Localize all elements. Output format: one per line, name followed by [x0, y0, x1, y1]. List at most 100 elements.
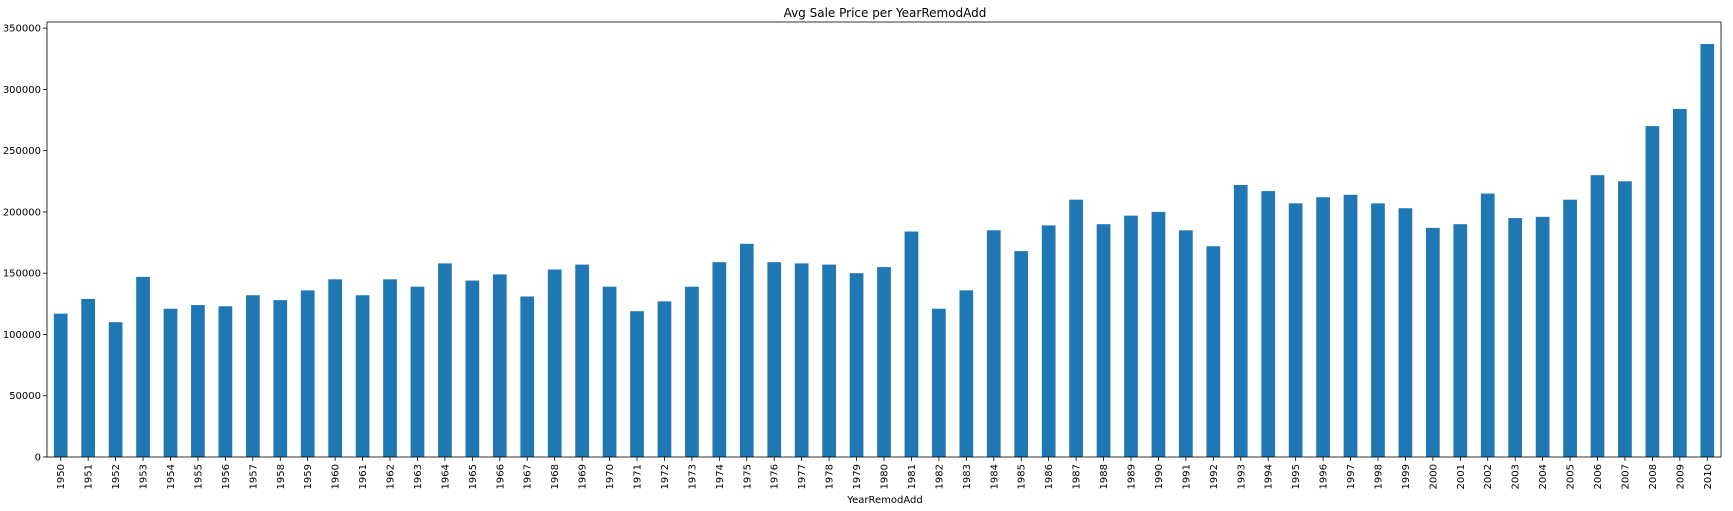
bar-1959 — [300, 290, 315, 457]
x-tick-label: 1994 — [1264, 464, 1275, 489]
y-tick-label: 150000 — [3, 269, 41, 280]
bar-2005 — [1563, 199, 1577, 457]
bar-1991 — [1179, 230, 1193, 457]
x-tick-label: 1991 — [1181, 464, 1192, 489]
bar-1975 — [739, 243, 754, 457]
bar-1953 — [136, 276, 150, 457]
y-tick-label: 300000 — [3, 85, 41, 96]
x-tick-label: 1963 — [413, 464, 424, 489]
x-tick-label: 1995 — [1291, 464, 1302, 489]
x-tick-label: 2003 — [1511, 464, 1522, 489]
bar-1986 — [1041, 225, 1056, 457]
bar-1971 — [630, 311, 644, 457]
bar-2007 — [1618, 181, 1632, 458]
x-tick-label: 1968 — [550, 464, 561, 489]
x-tick-label: 1986 — [1044, 464, 1055, 489]
x-tick-label: 2007 — [1620, 464, 1631, 489]
x-tick-label: 1952 — [111, 464, 122, 489]
bar-1980 — [877, 267, 891, 457]
bar-1962 — [383, 279, 397, 457]
bar-1967 — [520, 296, 535, 457]
x-tick-label: 1960 — [331, 464, 342, 489]
bar-1950 — [53, 313, 68, 457]
x-tick-label: 1977 — [797, 464, 808, 489]
x-tick-label: 1983 — [962, 464, 973, 489]
x-tick-label: 1980 — [880, 464, 891, 489]
bar-1966 — [492, 274, 507, 457]
x-tick-label: 1974 — [715, 464, 726, 489]
bar-1954 — [163, 308, 178, 457]
x-tick-label: 1981 — [907, 464, 918, 489]
x-axis-label: YearRemodAdd — [846, 495, 922, 506]
bar-1995 — [1288, 203, 1303, 457]
x-axis: 1950 1951 1952 1953 1954 1955 1956 1957 1958 1959… — [56, 457, 1714, 489]
x-tick-label: 1958 — [276, 464, 287, 489]
x-tick-label: 1979 — [852, 464, 863, 489]
x-tick-label: 1965 — [468, 464, 479, 489]
bar-1978 — [822, 264, 836, 457]
x-tick-label: 1970 — [605, 464, 616, 489]
x-tick-label: 1999 — [1401, 464, 1412, 489]
bar-1993 — [1233, 184, 1248, 457]
x-tick-label: 1989 — [1126, 464, 1137, 489]
x-tick-label: 1955 — [193, 464, 204, 489]
bar-1957 — [245, 295, 260, 457]
x-tick-label: 2005 — [1566, 464, 1577, 489]
x-tick-label: 2009 — [1675, 464, 1686, 489]
x-tick-label: 1982 — [934, 464, 945, 489]
x-tick-label: 1984 — [989, 464, 1000, 489]
x-tick-label: 1953 — [139, 464, 150, 489]
bar-1956 — [218, 306, 233, 457]
x-tick-label: 2000 — [1428, 464, 1439, 489]
x-tick-label: 1993 — [1236, 464, 1247, 489]
bar-1996 — [1316, 197, 1330, 458]
bar-1972 — [657, 301, 672, 457]
x-tick-label: 1987 — [1072, 464, 1083, 489]
y-tick-label: 350000 — [3, 24, 41, 35]
bar-1988 — [1096, 224, 1111, 457]
bar-2008 — [1645, 126, 1660, 458]
x-tick-label: 2008 — [1648, 464, 1659, 489]
x-tick-label: 1966 — [495, 464, 506, 489]
x-tick-label: 1972 — [660, 464, 671, 489]
x-tick-label: 1969 — [578, 464, 589, 489]
x-tick-label: 1997 — [1346, 464, 1357, 489]
bar-1984 — [986, 230, 1001, 457]
bar-2001 — [1453, 224, 1468, 457]
chart-title: Avg Sale Price per YearRemodAdd — [784, 6, 987, 20]
bar-1979 — [849, 273, 864, 457]
x-tick-label: 1998 — [1373, 464, 1384, 489]
bar-1952 — [108, 322, 123, 457]
bar-1992 — [1206, 246, 1221, 457]
bar-1973 — [685, 286, 699, 457]
x-tick-label: 1964 — [440, 464, 451, 489]
x-tick-label: 1990 — [1154, 464, 1165, 489]
y-tick-label: 50000 — [9, 391, 41, 402]
x-tick-label: 1967 — [523, 464, 534, 489]
bar-1981 — [904, 231, 919, 457]
x-tick-label: 2006 — [1593, 464, 1604, 489]
bar-1963 — [410, 286, 425, 457]
plot-frame — [46, 21, 1722, 458]
bar-2010 — [1700, 44, 1715, 458]
x-tick-label: 2004 — [1538, 464, 1549, 489]
bar-1985 — [1014, 251, 1029, 457]
x-tick-label: 1988 — [1099, 464, 1110, 489]
y-axis: 0 50000 100000 150000 200000 250000 300000 3500… — [3, 24, 47, 464]
bar-1987 — [1069, 199, 1083, 457]
bar-1974 — [712, 262, 727, 457]
bar-2004 — [1535, 216, 1550, 457]
bar-1997 — [1343, 194, 1358, 457]
bar-1970 — [602, 286, 617, 457]
x-tick-label: 1978 — [825, 464, 836, 489]
bar-1999 — [1398, 208, 1413, 457]
bar-1964 — [438, 263, 452, 457]
bar-2000 — [1425, 227, 1440, 457]
y-tick-label: 0 — [35, 453, 41, 464]
bar-2009 — [1672, 109, 1687, 457]
x-tick-label: 1957 — [248, 464, 259, 489]
bar-1989 — [1124, 215, 1138, 457]
bar-1955 — [191, 305, 205, 457]
bar-1976 — [767, 262, 782, 457]
bar-1983 — [959, 290, 974, 457]
